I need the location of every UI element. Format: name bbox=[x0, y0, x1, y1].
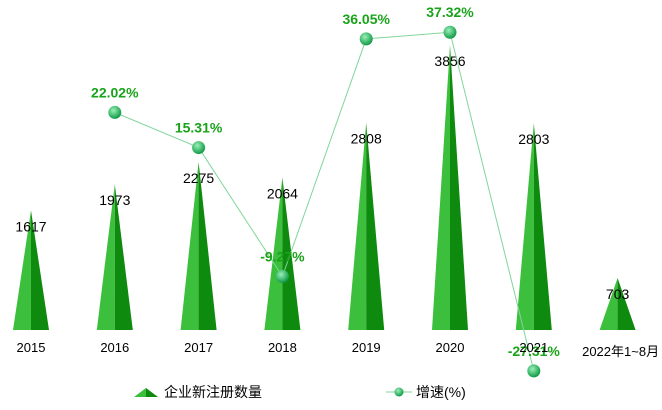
bar-right-face bbox=[282, 177, 301, 330]
legend-item-registrations: 企业新注册数量 bbox=[134, 384, 262, 400]
x-tick-label: 2019 bbox=[352, 340, 381, 355]
bar-2022年1~8月: 703 bbox=[599, 278, 636, 330]
growth-marker bbox=[527, 364, 541, 378]
growth-value-label: 15.31% bbox=[175, 120, 223, 136]
bars-layer: 1617 1973 2275 2064 2808 3856 2803 703 bbox=[13, 45, 636, 331]
bar-right-face bbox=[31, 210, 49, 330]
bar-2017: 2275 bbox=[180, 161, 217, 330]
bar-left-face bbox=[599, 278, 618, 330]
bar-right-face bbox=[617, 278, 636, 330]
bar-2018: 2064 bbox=[264, 177, 301, 330]
bar-right-face bbox=[450, 45, 468, 331]
bar-left-face bbox=[13, 210, 31, 330]
x-tick-label: 2020 bbox=[436, 340, 465, 355]
bar-value-label: 2064 bbox=[267, 185, 298, 201]
growth-marker bbox=[275, 269, 289, 283]
bar-left-face bbox=[180, 161, 199, 330]
legend-cone-icon-right bbox=[146, 388, 158, 397]
bar-left-face bbox=[264, 177, 283, 330]
growth-marker bbox=[359, 32, 373, 46]
bar-right-face bbox=[533, 122, 552, 330]
bar-value-label: 1973 bbox=[99, 192, 130, 208]
growth-value-label: 37.32% bbox=[426, 4, 474, 20]
bar-value-label: 2808 bbox=[351, 131, 382, 147]
bar-right-face bbox=[198, 161, 217, 330]
growth-value-label: -27.31% bbox=[508, 343, 561, 359]
x-tick-label: 2021 bbox=[519, 340, 548, 355]
bar-left-face bbox=[432, 45, 450, 331]
bar-value-label: 1617 bbox=[15, 219, 46, 235]
bar-left-face bbox=[515, 122, 534, 330]
bar-right-face bbox=[114, 184, 133, 330]
legend-label: 企业新注册数量 bbox=[164, 384, 262, 400]
bar-2015: 1617 bbox=[13, 210, 49, 330]
line-layer: 22.02% 15.31% -9.27% 36.05% 37.32% -27.31% bbox=[91, 4, 561, 378]
bar-value-label: 2803 bbox=[518, 131, 549, 147]
x-axis: 2015 2016 2017 2018 2019 2020 2021 2022年1~8月 bbox=[17, 340, 660, 359]
growth-marker bbox=[443, 25, 457, 39]
legend-label: 增速(%) bbox=[416, 384, 466, 400]
growth-value-label: -9.27% bbox=[260, 248, 305, 264]
growth-marker bbox=[192, 141, 206, 155]
legend-cone-icon bbox=[134, 388, 146, 397]
bar-2021: 2803 bbox=[515, 122, 552, 330]
x-tick-label: 2016 bbox=[100, 340, 129, 355]
bar-2016: 1973 bbox=[96, 184, 133, 330]
growth-marker bbox=[108, 105, 122, 119]
x-tick-label: 2015 bbox=[17, 340, 46, 355]
growth-value-label: 22.02% bbox=[91, 84, 139, 100]
bar-2020: 3856 bbox=[432, 45, 468, 331]
bar-right-face bbox=[366, 122, 385, 330]
bar-left-face bbox=[348, 122, 367, 330]
bar-value-label: 703 bbox=[606, 286, 630, 302]
bar-2019: 2808 bbox=[348, 122, 385, 330]
x-tick-label: 2022年1~8月 bbox=[582, 344, 659, 359]
x-tick-label: 2017 bbox=[184, 340, 213, 355]
bar-value-label: 3856 bbox=[434, 53, 465, 69]
legend-item-growth: 增速(%) bbox=[386, 384, 466, 400]
growth-value-label: 36.05% bbox=[342, 11, 390, 27]
growth-line bbox=[114, 31, 535, 372]
x-tick-label: 2018 bbox=[268, 340, 297, 355]
legend: 企业新注册数量 增速(%) bbox=[134, 384, 466, 400]
legend-marker-icon bbox=[394, 387, 404, 397]
bar-value-label: 2275 bbox=[183, 170, 214, 186]
bar-left-face bbox=[96, 184, 115, 330]
